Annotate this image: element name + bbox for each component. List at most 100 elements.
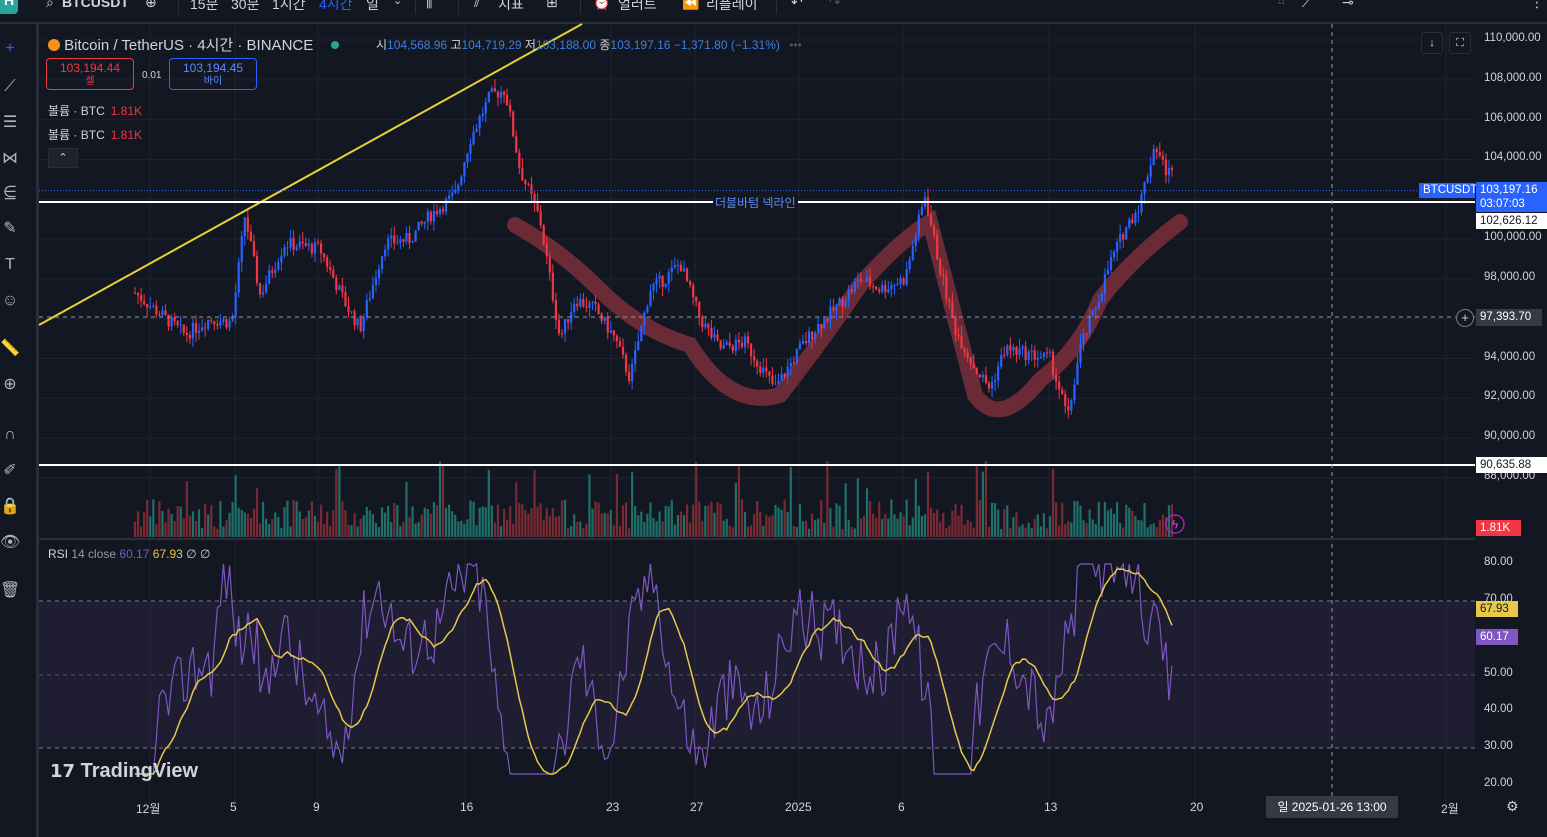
interval-1h[interactable]: 1시간: [272, 0, 306, 12]
crosshair-icon[interactable]: +: [5, 40, 15, 57]
rsi-axis-label: 80.00: [1484, 556, 1513, 568]
candle-body: [1030, 350, 1033, 352]
candle-body: [890, 285, 893, 290]
emoji-icon[interactable]: ☺: [1, 292, 19, 309]
volume-bar: [994, 502, 997, 537]
collapse-legend-button[interactable]: ⌃: [48, 148, 78, 168]
stay-in-drawing-icon[interactable]: ✐: [3, 462, 17, 479]
candle-body: [859, 278, 862, 282]
candle-body: [746, 336, 750, 344]
undo-icon[interactable]: ↶: [791, 0, 803, 10]
candle-body: [387, 238, 390, 250]
tradingview-logo[interactable]: 𝟭𝟳 TradingView: [50, 760, 199, 782]
add-alert-icon[interactable]: +: [1456, 309, 1474, 327]
volume-bar: [313, 515, 317, 537]
user-badge[interactable]: H: [0, 0, 18, 14]
replay-icon[interactable]: ⏪: [682, 0, 700, 10]
symbol-legend[interactable]: Bitcoin / TetherUS · 4시간 · BINANCE: [48, 34, 340, 55]
drag-handle-icon[interactable]: ⠿: [1277, 0, 1286, 8]
time-axis-label: 5: [230, 800, 237, 814]
volume-bar: [1042, 513, 1045, 537]
trash-icon[interactable]: 🗑: [0, 582, 21, 599]
fib-retracement-icon[interactable]: ☰: [2, 114, 18, 131]
settings-gear-icon[interactable]: ⚙: [1506, 798, 1519, 814]
candle-body: [597, 304, 600, 314]
candle-body: [176, 321, 179, 326]
volume-bar: [670, 500, 673, 537]
buy-label: 바이: [203, 76, 223, 87]
trend-line-tool-icon[interactable]: ⟋: [1302, 0, 1312, 10]
rsi-legend[interactable]: RSI 14 close 60.17 67.93 ∅ ∅: [48, 547, 211, 561]
volume-bar: [176, 506, 179, 537]
candle-body: [743, 336, 747, 347]
volume-bar: [133, 521, 137, 537]
visibility-icon[interactable]: 👁: [0, 534, 21, 551]
volume-bar: [844, 483, 847, 537]
candle-body: [853, 282, 856, 292]
more-menu-icon[interactable]: ⋮: [1530, 0, 1544, 10]
pattern-icon[interactable]: ⋈: [2, 150, 18, 167]
volume-bar: [722, 520, 725, 537]
volume-bar: [618, 525, 622, 537]
volume-bar: [219, 501, 222, 537]
candle-body: [356, 318, 359, 326]
symbol-search-icon[interactable]: ⌕: [46, 0, 54, 10]
candle-body: [884, 284, 887, 293]
volume-bar: [908, 525, 911, 537]
indicators-icon[interactable]: ⫽: [474, 0, 481, 10]
ruler-icon[interactable]: 📏: [0, 340, 20, 357]
interval-4h[interactable]: 4시간: [319, 0, 353, 12]
layouts-icon[interactable]: ⊞: [546, 0, 558, 10]
replay-button[interactable]: 리플레이: [706, 0, 758, 12]
candle-body: [875, 286, 878, 290]
volume-bar: [963, 524, 966, 537]
volume-bar: [411, 506, 414, 537]
text-icon[interactable]: T: [5, 256, 15, 273]
price-axis-label: 98,000.00: [1484, 270, 1536, 283]
event-icon[interactable]: [1165, 514, 1185, 534]
alert-icon[interactable]: ⏰: [593, 0, 611, 10]
interval-30m[interactable]: 30분: [231, 0, 260, 12]
volume-bar: [603, 512, 606, 537]
interval-dropdown-icon[interactable]: ⌄: [393, 0, 403, 7]
horizontal-ray-icon[interactable]: ⊸: [1342, 0, 1354, 10]
volume-bar: [399, 526, 402, 537]
zoom-in-icon[interactable]: ⊕: [3, 376, 17, 393]
forecast-icon[interactable]: ⋸: [3, 184, 17, 201]
volume-legend-2[interactable]: 볼륨 · BTC 1.81K: [48, 128, 143, 142]
candle-body: [292, 237, 295, 250]
magnet-icon[interactable]: ∩: [4, 426, 16, 443]
candle-body: [981, 374, 984, 378]
symbol-search[interactable]: BTCUSDT: [62, 0, 129, 10]
redo-icon[interactable]: ↷: [829, 0, 841, 10]
candle-body: [194, 322, 198, 333]
candle-body: [926, 197, 930, 215]
neckline-label[interactable]: 더블바텀 넥라인: [713, 194, 798, 211]
candle-body: [536, 202, 539, 211]
alert-button[interactable]: 얼러트: [618, 0, 657, 12]
candle-body: [368, 298, 371, 300]
interval-15m[interactable]: 15분: [190, 0, 219, 12]
candle-body: [1103, 274, 1106, 294]
interval-1d[interactable]: 일: [366, 0, 379, 12]
volume-bar: [289, 526, 292, 537]
sell-button[interactable]: 103,194.44 셀: [46, 58, 134, 90]
trend-line-icon[interactable]: ⟋: [4, 78, 16, 95]
volume-bar: [701, 521, 704, 537]
price-axis[interactable]: [1475, 24, 1547, 814]
indicators-button[interactable]: 지표: [498, 0, 524, 12]
brush-icon[interactable]: ✎: [3, 220, 17, 237]
lock-icon[interactable]: 🔒: [0, 498, 20, 515]
download-icon[interactable]: ↓: [1421, 32, 1443, 54]
trend-line[interactable]: [38, 23, 583, 326]
volume-bar: [640, 511, 643, 537]
volume-bar: [850, 527, 853, 537]
fullscreen-icon[interactable]: ⛶: [1449, 32, 1471, 54]
volume-legend-1[interactable]: 볼륨 · BTC 1.81K: [48, 104, 143, 118]
add-symbol-icon[interactable]: ⊕: [145, 0, 157, 10]
buy-button[interactable]: 103,194.45 바이: [169, 58, 257, 90]
candle-body: [987, 382, 991, 389]
chart-type-icon[interactable]: ⫼: [426, 0, 433, 10]
candle-body: [182, 324, 185, 333]
